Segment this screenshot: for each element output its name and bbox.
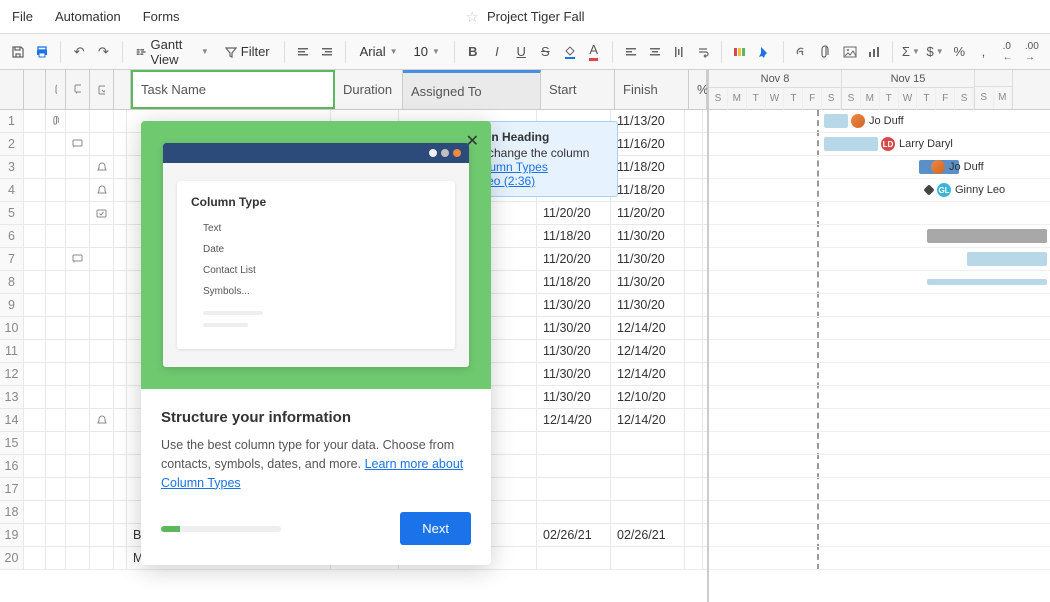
- chart-icon[interactable]: [864, 39, 884, 65]
- toolbar: ↶ ↷ Gantt View▼ Filter Arial▼ 10▼ B I U …: [0, 34, 1050, 70]
- wrap-icon[interactable]: [693, 39, 713, 65]
- menubar: File Automation Forms ☆ Project Tiger Fa…: [0, 0, 1050, 34]
- dec-dec-icon[interactable]: .0←: [998, 39, 1018, 65]
- col-taskname[interactable]: Task Name: [131, 70, 335, 109]
- next-button[interactable]: Next: [400, 512, 471, 545]
- menu-file[interactable]: File: [12, 9, 33, 24]
- currency-icon[interactable]: $▼: [925, 39, 945, 65]
- gantt-bar[interactable]: [967, 252, 1047, 266]
- col-info-icon[interactable]: [114, 70, 131, 109]
- strike-icon[interactable]: S: [535, 39, 555, 65]
- col-proof-icon[interactable]: [90, 70, 114, 109]
- align-center-icon[interactable]: [645, 39, 665, 65]
- avatar: GL: [937, 183, 951, 197]
- assignee-label: Larry Daryl: [899, 138, 953, 150]
- comma-icon[interactable]: ,: [973, 39, 993, 65]
- col-comment-icon[interactable]: [66, 70, 90, 109]
- avatar: [931, 160, 945, 174]
- assignee-label: Jo Duff: [869, 115, 904, 127]
- image-icon[interactable]: [840, 39, 860, 65]
- underline-icon[interactable]: U: [511, 39, 531, 65]
- onboard-mock: Column Type TextDateContact ListSymbols.…: [163, 143, 469, 367]
- col-finish[interactable]: Finish: [615, 70, 689, 109]
- gantt-bar[interactable]: [824, 137, 878, 151]
- close-icon[interactable]: ✕: [466, 131, 479, 151]
- inc-dec-icon[interactable]: .00→: [1022, 39, 1042, 65]
- col-pct[interactable]: %: [689, 70, 707, 109]
- gantt-bar[interactable]: [927, 229, 1047, 243]
- save-icon[interactable]: [8, 39, 28, 65]
- format2-icon[interactable]: [317, 39, 337, 65]
- col-rownum: [0, 70, 24, 109]
- col-assigned[interactable]: Assigned To: [403, 70, 541, 109]
- gantt-bar[interactable]: [927, 279, 1047, 285]
- percent-icon[interactable]: %: [949, 39, 969, 65]
- title-text: Project Tiger Fall: [487, 9, 585, 24]
- col-expand: [24, 70, 46, 109]
- onboarding-modal: ✕ Column Type TextDateContact ListSymbol…: [141, 121, 491, 565]
- align-left-icon[interactable]: [621, 39, 641, 65]
- avatar: LD: [881, 137, 895, 151]
- print-icon[interactable]: [32, 39, 52, 65]
- project-title: ☆ Project Tiger Fall: [466, 8, 585, 26]
- menu-forms[interactable]: Forms: [143, 9, 180, 24]
- assignee-label: Jo Duff: [949, 161, 984, 173]
- size-select[interactable]: 10▼: [408, 39, 446, 65]
- onboard-progress: [161, 526, 281, 532]
- gantt-bar[interactable]: [824, 114, 848, 128]
- bold-icon[interactable]: B: [463, 39, 483, 65]
- assignee-label: Ginny Leo: [955, 184, 1005, 196]
- sum-icon[interactable]: Σ▼: [901, 39, 921, 65]
- font-select[interactable]: Arial▼: [354, 39, 404, 65]
- italic-icon[interactable]: I: [487, 39, 507, 65]
- cond-format-icon[interactable]: [730, 39, 750, 65]
- gantt-chart: Nov 8SMTWTFSNov 15SMTWTFSSM Jo DuffLDLar…: [707, 70, 1050, 602]
- gantt-bar[interactable]: [923, 184, 934, 195]
- menu-automation[interactable]: Automation: [55, 9, 121, 24]
- redo-icon[interactable]: ↷: [93, 39, 113, 65]
- col-start[interactable]: Start: [541, 70, 615, 109]
- onboard-heading: Structure your information: [161, 409, 471, 426]
- fill-color-icon[interactable]: [559, 39, 579, 65]
- format-icon[interactable]: [292, 39, 312, 65]
- col-duration[interactable]: Duration: [335, 70, 403, 109]
- undo-icon[interactable]: ↶: [69, 39, 89, 65]
- text-color-icon[interactable]: A: [584, 39, 604, 65]
- attach-icon[interactable]: [815, 39, 835, 65]
- avatar: [851, 114, 865, 128]
- filter-button[interactable]: Filter: [219, 39, 276, 65]
- view-selector[interactable]: Gantt View▼: [130, 39, 214, 65]
- onboard-body: Use the best column type for your data. …: [161, 436, 471, 492]
- col-attach-icon[interactable]: [46, 70, 66, 109]
- highlight-icon[interactable]: [754, 39, 774, 65]
- valign-icon[interactable]: [669, 39, 689, 65]
- star-icon[interactable]: ☆: [466, 8, 479, 26]
- link-icon[interactable]: [791, 39, 811, 65]
